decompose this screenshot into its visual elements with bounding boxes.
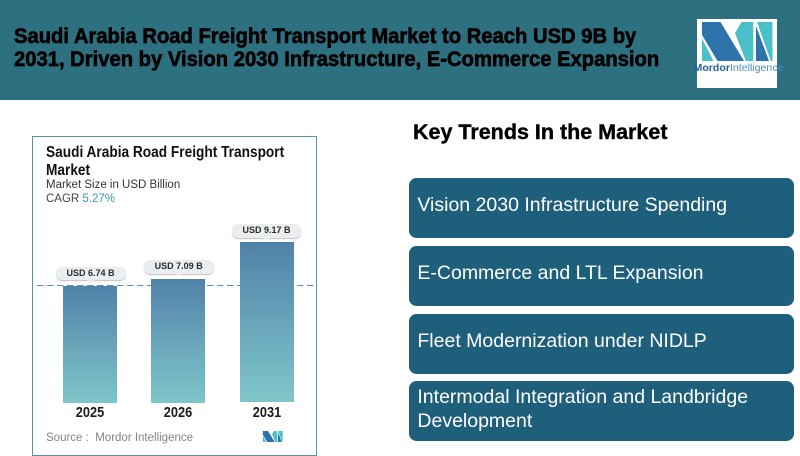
svg-text:MordorIntelligence: MordorIntelligence (694, 62, 784, 74)
